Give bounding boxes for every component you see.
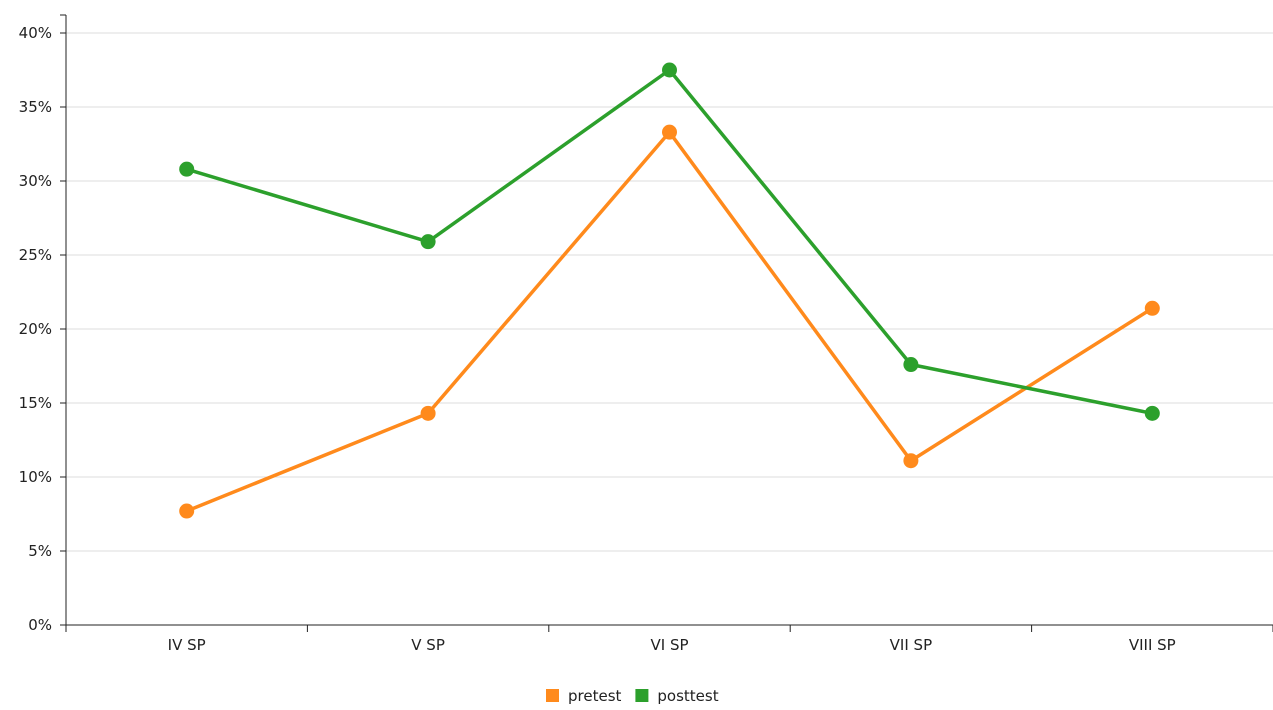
y-tick-label: 10% xyxy=(19,468,52,486)
data-point-posttest xyxy=(903,357,919,373)
y-tick-label: 30% xyxy=(19,172,52,190)
legend-label: posttest xyxy=(657,687,718,705)
data-point-posttest xyxy=(1144,405,1160,421)
x-tick-label: VI SP xyxy=(650,636,688,654)
data-point-posttest xyxy=(179,161,195,177)
data-point-pretest xyxy=(420,405,436,421)
legend-label: pretest xyxy=(568,687,622,705)
series-line-pretest xyxy=(184,130,1155,513)
series-posttest xyxy=(179,62,1160,421)
y-tick-label: 0% xyxy=(28,616,52,634)
data-point-pretest xyxy=(662,124,677,140)
y-tick-label: 20% xyxy=(19,320,52,338)
gridlines xyxy=(66,32,1273,552)
legend: pretest posttest xyxy=(546,687,719,705)
series-line-posttest xyxy=(184,68,1155,416)
y-tick-label: 5% xyxy=(28,542,52,560)
legend-item-posttest: posttest xyxy=(635,687,719,705)
series-pretest xyxy=(179,124,1160,519)
x-tick-label: IV SP xyxy=(168,636,206,654)
y-tick-label: 35% xyxy=(19,98,52,116)
legend-swatch xyxy=(635,689,649,702)
legend-item-pretest: pretest xyxy=(546,687,622,705)
x-tick-label: VII SP xyxy=(890,636,932,654)
y-axis-ticks: 0% 5% 10% 15% 20% 25% 30% 35% 40% xyxy=(19,14,66,634)
legend-swatch xyxy=(546,689,559,702)
x-tick-label: VIII SP xyxy=(1129,636,1176,654)
data-point-posttest xyxy=(662,62,677,78)
axes xyxy=(65,15,1273,626)
y-tick-label: 25% xyxy=(19,246,52,264)
y-tick-label: 40% xyxy=(19,24,52,42)
y-tick-label: 15% xyxy=(19,394,52,412)
data-point-posttest xyxy=(420,234,436,250)
series-group xyxy=(179,62,1160,519)
data-point-pretest xyxy=(1144,300,1160,316)
x-tick-label: V SP xyxy=(411,636,445,654)
data-point-pretest xyxy=(179,503,195,519)
x-axis-ticks: IV SP V SP VI SP VII SP VIII SP xyxy=(65,625,1273,654)
data-point-pretest xyxy=(903,453,919,469)
